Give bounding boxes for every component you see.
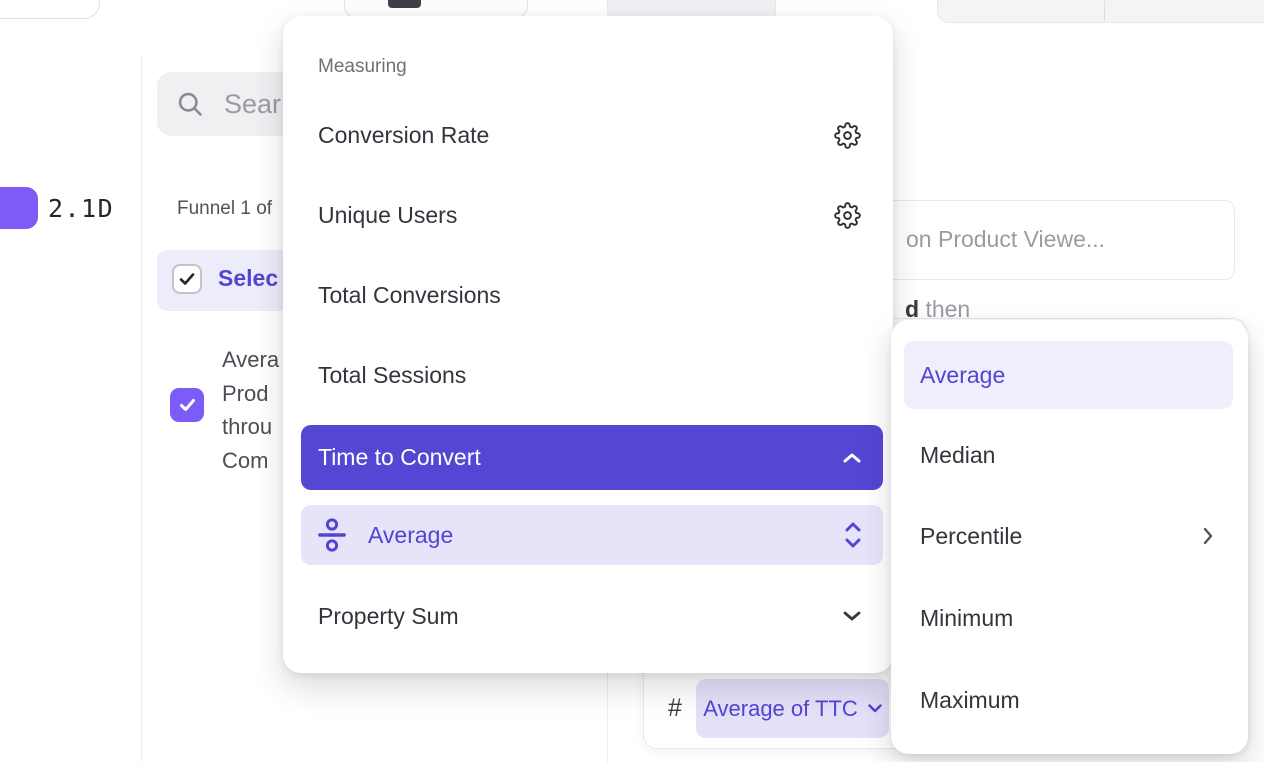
- aggregation-menu: Average Median Percentile Minimum Maximu…: [891, 320, 1248, 754]
- toolbar-divider: [1104, 1, 1105, 21]
- menu-item-time-to-convert[interactable]: Time to Convert: [301, 425, 883, 490]
- metric-description-checkbox[interactable]: [170, 388, 204, 422]
- menu-item-label: Conversion Rate: [318, 121, 490, 148]
- menu-item-unique-users[interactable]: Unique Users: [301, 183, 883, 247]
- menu-item-total-sessions[interactable]: Total Sessions: [301, 343, 883, 407]
- menu-item-label: Total Sessions: [318, 361, 467, 388]
- search-icon: [176, 90, 204, 118]
- menu-item-label: Unique Users: [318, 201, 458, 228]
- event-name: on Product Viewe...: [906, 226, 1106, 252]
- funnel-count-label: Funnel 1 of: [177, 198, 273, 219]
- menu-item-label: Time to Convert: [318, 444, 481, 470]
- chevron-up-icon: [843, 453, 861, 463]
- menu-item-label: Median: [920, 441, 996, 468]
- measuring-menu: Measuring Conversion Rate Unique Users: [283, 16, 893, 673]
- agg-item-median[interactable]: Median: [904, 421, 1233, 489]
- connector-rest: then: [919, 296, 971, 322]
- average-of-ttc-dropdown[interactable]: Average of TTC: [696, 679, 889, 738]
- menu-item-property-sum[interactable]: Property Sum: [301, 584, 883, 648]
- menu-item-ttc-average[interactable]: Average: [301, 505, 883, 565]
- metric-description-text: Avera Prod throu Com: [222, 343, 279, 477]
- series-color-bar: [0, 187, 38, 229]
- agg-item-average[interactable]: Average: [904, 341, 1233, 409]
- canvas-column-divider: [607, 640, 608, 762]
- left-column-divider: [141, 55, 142, 762]
- menu-item-label: Percentile: [920, 522, 1023, 549]
- top-right-toolbar-fragment: [937, 0, 1264, 23]
- menu-section-label: Measuring: [318, 56, 407, 77]
- menu-item-conversion-rate[interactable]: Conversion Rate: [301, 103, 883, 167]
- check-icon: [179, 273, 195, 285]
- menu-item-label: Property Sum: [318, 602, 459, 629]
- chevron-right-icon: [1203, 527, 1213, 545]
- toolbar-button-icon[interactable]: [388, 0, 421, 8]
- menu-item-label: Average: [368, 521, 454, 548]
- chevron-down-icon: [868, 704, 882, 713]
- description-line: Prod: [222, 380, 269, 406]
- agg-item-minimum[interactable]: Minimum: [904, 584, 1233, 652]
- series-badge: 2.1D: [48, 194, 115, 223]
- menu-item-label: Total Conversions: [318, 281, 501, 308]
- chevron-down-icon: [843, 611, 861, 621]
- menu-item-label: Minimum: [920, 604, 1014, 631]
- menu-item-total-conversions[interactable]: Total Conversions: [301, 263, 883, 327]
- divide-icon: [318, 518, 346, 552]
- gear-icon[interactable]: [834, 201, 861, 229]
- description-line: Com: [222, 447, 269, 473]
- chevron-up-down-icon: [845, 521, 861, 549]
- agg-item-maximum[interactable]: Maximum: [904, 666, 1233, 734]
- gear-icon[interactable]: [834, 121, 861, 149]
- numeric-type-symbol: #: [668, 694, 682, 722]
- check-icon: [179, 399, 195, 411]
- selected-step-label: Selec: [218, 265, 279, 291]
- and-then-connector: d then: [905, 296, 970, 323]
- top-left-panel-fragment: [0, 0, 100, 19]
- step-checkbox[interactable]: [172, 264, 202, 294]
- search-placeholder: Sear: [224, 88, 282, 119]
- description-line: Avera: [222, 347, 280, 372]
- menu-item-label: Maximum: [920, 686, 1020, 713]
- metric-pill-label: Average of TTC: [703, 695, 858, 721]
- description-line: throu: [222, 414, 273, 439]
- agg-item-percentile[interactable]: Percentile: [904, 502, 1233, 570]
- menu-item-label: Average: [920, 361, 1006, 388]
- connector-bold: d: [905, 296, 920, 322]
